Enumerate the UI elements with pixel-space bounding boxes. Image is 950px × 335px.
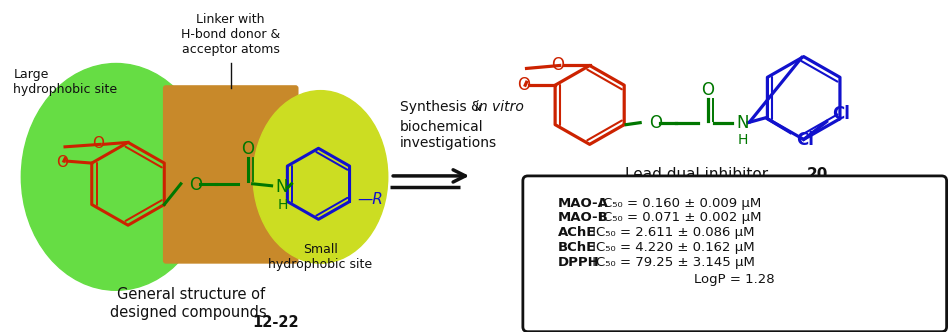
Text: H: H <box>277 199 288 212</box>
Text: IC₅₀ = 0.071 ± 0.002 μM: IC₅₀ = 0.071 ± 0.002 μM <box>595 211 762 224</box>
Text: H: H <box>738 133 749 147</box>
Text: Synthesis &: Synthesis & <box>400 100 486 114</box>
Text: O: O <box>189 176 201 194</box>
Text: IC₅₀ = 0.160 ± 0.009 μM: IC₅₀ = 0.160 ± 0.009 μM <box>595 197 761 210</box>
Text: O: O <box>701 81 714 99</box>
Text: N: N <box>276 178 288 196</box>
Text: 20: 20 <box>808 167 828 182</box>
Text: O: O <box>56 155 67 170</box>
Text: O: O <box>551 57 564 74</box>
Text: BChE: BChE <box>558 241 596 254</box>
Text: IC₅₀ = 79.25 ± 3.145 μM: IC₅₀ = 79.25 ± 3.145 μM <box>588 256 754 269</box>
Text: DPPH: DPPH <box>558 256 599 269</box>
Text: General structure of
designed compounds: General structure of designed compounds <box>110 287 272 320</box>
FancyBboxPatch shape <box>162 85 298 264</box>
Text: AChE: AChE <box>558 226 597 239</box>
Text: in vitro: in vitro <box>475 100 523 114</box>
Text: O: O <box>517 76 530 94</box>
Text: IC₅₀ = 4.220 ± 0.162 μM: IC₅₀ = 4.220 ± 0.162 μM <box>588 241 754 254</box>
FancyBboxPatch shape <box>522 176 946 332</box>
Text: Small
hydrophobic site: Small hydrophobic site <box>269 243 372 271</box>
Text: Cl: Cl <box>796 131 814 149</box>
Ellipse shape <box>21 64 211 290</box>
Text: LogP = 1.28: LogP = 1.28 <box>694 273 775 285</box>
Text: Cl: Cl <box>832 105 850 123</box>
Text: Lead dual inhibitor: Lead dual inhibitor <box>625 167 773 182</box>
Text: MAO-B: MAO-B <box>558 211 609 224</box>
Text: Linker with
H-bond donor &
acceptor atoms: Linker with H-bond donor & acceptor atom… <box>181 13 280 56</box>
Text: O: O <box>649 114 662 132</box>
Text: O: O <box>92 136 104 151</box>
Ellipse shape <box>253 91 388 263</box>
Text: IC₅₀ = 2.611 ± 0.086 μM: IC₅₀ = 2.611 ± 0.086 μM <box>588 226 754 239</box>
Text: O: O <box>241 140 255 158</box>
Text: 12-22: 12-22 <box>253 315 299 330</box>
Text: N: N <box>736 114 749 132</box>
Text: MAO-A: MAO-A <box>558 197 609 210</box>
Text: Large
hydrophobic site: Large hydrophobic site <box>13 68 118 96</box>
Text: biochemical
investigations: biochemical investigations <box>400 120 498 150</box>
Text: —R: —R <box>357 192 384 207</box>
